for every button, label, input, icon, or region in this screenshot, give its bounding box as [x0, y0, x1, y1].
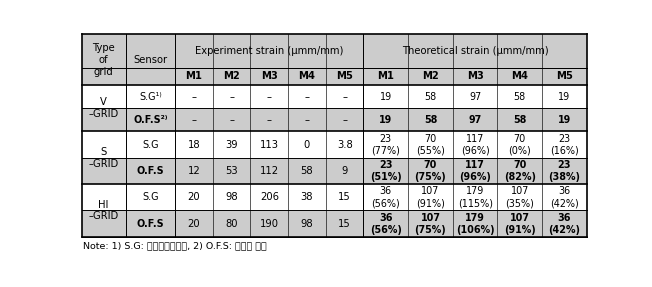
- Text: 15: 15: [338, 192, 351, 202]
- Text: 36
(56%): 36 (56%): [370, 212, 402, 234]
- Text: Type
of
grid: Type of grid: [92, 43, 115, 77]
- Text: 20: 20: [188, 192, 200, 202]
- Text: Theoretical strain (μmm/mm): Theoretical strain (μmm/mm): [402, 46, 548, 56]
- Text: 107
(91%): 107 (91%): [416, 186, 445, 208]
- Bar: [82, 158, 587, 184]
- Text: O.F.S²⁾: O.F.S²⁾: [133, 115, 168, 125]
- Text: 39: 39: [226, 140, 238, 150]
- Text: 58: 58: [513, 115, 527, 125]
- Text: 36
(56%): 36 (56%): [372, 186, 400, 208]
- Text: 58: 58: [514, 92, 526, 102]
- Text: 36
(42%): 36 (42%): [548, 212, 580, 234]
- Text: M4: M4: [299, 71, 316, 82]
- Text: 117
(96%): 117 (96%): [461, 134, 490, 156]
- Text: 70
(0%): 70 (0%): [509, 134, 531, 156]
- Text: 19: 19: [379, 92, 392, 102]
- Text: 107
(35%): 107 (35%): [505, 186, 534, 208]
- Text: 206: 206: [259, 192, 279, 202]
- Text: 12: 12: [188, 166, 200, 176]
- Text: –: –: [342, 115, 347, 125]
- Text: –: –: [304, 92, 310, 102]
- Text: M2: M2: [422, 71, 439, 82]
- Text: –: –: [192, 92, 196, 102]
- Text: Experiment strain (μmm/mm): Experiment strain (μmm/mm): [195, 46, 344, 56]
- Text: –: –: [267, 92, 272, 102]
- Text: M1: M1: [185, 71, 203, 82]
- Text: 23
(16%): 23 (16%): [550, 134, 579, 156]
- Text: –: –: [229, 92, 234, 102]
- Text: 58: 58: [424, 92, 437, 102]
- Text: S.G: S.G: [142, 140, 158, 150]
- Text: S.G¹⁾: S.G¹⁾: [139, 92, 162, 102]
- Bar: [82, 34, 587, 85]
- Text: 0: 0: [304, 140, 310, 150]
- Text: 70
(55%): 70 (55%): [416, 134, 445, 156]
- Text: M1: M1: [378, 71, 394, 82]
- Text: 98: 98: [301, 218, 314, 228]
- Text: 98: 98: [226, 192, 238, 202]
- Text: –: –: [229, 115, 234, 125]
- Text: 18: 18: [188, 140, 200, 150]
- Text: –: –: [192, 115, 196, 125]
- Text: M5: M5: [336, 71, 353, 82]
- Text: 190: 190: [259, 218, 279, 228]
- Text: 3.8: 3.8: [337, 140, 353, 150]
- Text: 179
(115%): 179 (115%): [458, 186, 493, 208]
- Text: 179
(106%): 179 (106%): [456, 212, 494, 234]
- Text: –: –: [342, 92, 347, 102]
- Text: M3: M3: [261, 71, 278, 82]
- Text: 23
(77%): 23 (77%): [372, 134, 400, 156]
- Text: 97: 97: [469, 115, 482, 125]
- Text: 113: 113: [259, 140, 279, 150]
- Text: M3: M3: [467, 71, 484, 82]
- Text: 19: 19: [558, 92, 570, 102]
- Text: 70
(75%): 70 (75%): [415, 160, 447, 182]
- Text: 19: 19: [558, 115, 571, 125]
- Text: 23
(51%): 23 (51%): [370, 160, 402, 182]
- Text: S
–GRID: S –GRID: [89, 147, 119, 168]
- Text: 80: 80: [226, 218, 238, 228]
- Text: 15: 15: [338, 218, 351, 228]
- Text: M4: M4: [511, 71, 528, 82]
- Text: 112: 112: [259, 166, 279, 176]
- Text: 117
(96%): 117 (96%): [459, 160, 491, 182]
- Text: 38: 38: [301, 192, 313, 202]
- Text: HI
–GRID: HI –GRID: [89, 199, 119, 221]
- Text: V
–GRID: V –GRID: [89, 98, 119, 119]
- Text: Note: 1) S.G: 스트레인게이지, 2) O.F.S: 광섬유 센서: Note: 1) S.G: 스트레인게이지, 2) O.F.S: 광섬유 센서: [83, 242, 267, 251]
- Text: M2: M2: [223, 71, 240, 82]
- Text: 23
(38%): 23 (38%): [548, 160, 580, 182]
- Text: 107
(75%): 107 (75%): [415, 212, 447, 234]
- Text: M5: M5: [556, 71, 573, 82]
- Text: 36
(42%): 36 (42%): [550, 186, 579, 208]
- Text: 58: 58: [424, 115, 437, 125]
- Text: S.G: S.G: [142, 192, 158, 202]
- Text: 20: 20: [188, 218, 200, 228]
- Text: 58: 58: [301, 166, 314, 176]
- Text: O.F.S: O.F.S: [136, 218, 164, 228]
- Text: 19: 19: [379, 115, 393, 125]
- Bar: [82, 108, 587, 131]
- Text: –: –: [267, 115, 272, 125]
- Text: O.F.S: O.F.S: [136, 166, 164, 176]
- Text: Sensor: Sensor: [133, 55, 168, 65]
- Text: 70
(82%): 70 (82%): [504, 160, 536, 182]
- Text: 107
(91%): 107 (91%): [504, 212, 536, 234]
- Bar: [82, 210, 587, 237]
- Text: –: –: [304, 115, 310, 125]
- Text: 9: 9: [342, 166, 348, 176]
- Text: 53: 53: [226, 166, 238, 176]
- Text: 97: 97: [469, 92, 481, 102]
